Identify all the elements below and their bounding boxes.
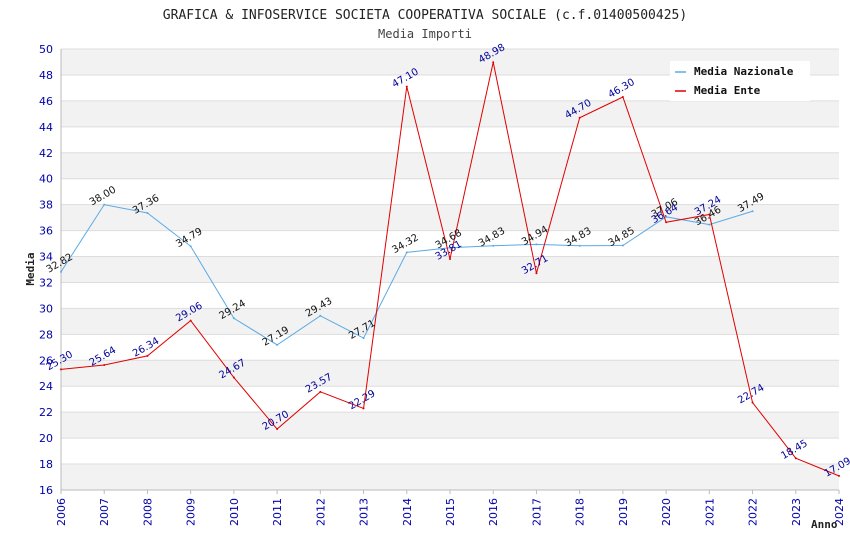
data-point	[492, 61, 495, 64]
legend: Media Nazionale Media Ente	[670, 61, 810, 101]
data-point	[405, 251, 408, 254]
y-axis-ticks: 16 18 20 22 24 26 28 30 32 34 36 38 40 42 44 46 48 50	[39, 43, 53, 497]
data-point	[535, 272, 538, 275]
grid-band	[61, 204, 839, 231]
x-tick-label: 2018	[574, 498, 587, 526]
x-tick-label: 2016	[487, 498, 500, 526]
data-point	[449, 246, 451, 249]
x-tick-label: 2019	[617, 498, 630, 526]
y-tick-label: 16	[39, 484, 53, 497]
x-tick-label: 2014	[401, 498, 414, 526]
y-tick-label: 40	[39, 173, 53, 186]
grid-band	[61, 256, 839, 283]
x-tick-label: 2012	[314, 498, 327, 526]
data-label: 22.29	[347, 388, 377, 412]
x-tick-label: 2011	[271, 498, 284, 526]
grid-bands	[61, 49, 839, 490]
legend-label-nazionale: Media Nazionale	[694, 65, 794, 78]
x-tick-label: 2009	[185, 498, 198, 526]
y-axis-label: Media	[24, 252, 37, 285]
series-lines	[60, 61, 840, 477]
data-point	[665, 221, 668, 224]
data-point	[60, 368, 62, 371]
x-tick-label: 2024	[833, 498, 846, 526]
data-point	[535, 243, 538, 246]
y-tick-label: 22	[39, 406, 53, 419]
data-point	[103, 203, 106, 206]
x-tick-label: 2006	[55, 498, 68, 526]
data-point	[103, 363, 106, 366]
data-point	[621, 95, 624, 98]
data-point	[449, 257, 451, 260]
x-tick-label: 2023	[790, 498, 803, 526]
data-point	[189, 319, 192, 322]
chart-subtitle: Media Importi	[378, 27, 472, 41]
y-tick-label: 24	[39, 380, 53, 393]
x-tick-label: 2021	[703, 498, 716, 526]
data-point	[578, 116, 581, 119]
x-tick-label: 2007	[98, 498, 111, 526]
x-tick-label: 2013	[358, 498, 371, 526]
data-point	[405, 85, 408, 88]
data-label: 34.32	[390, 232, 420, 256]
y-tick-label: 34	[39, 251, 53, 264]
x-axis-label: Anno	[811, 518, 838, 531]
x-tick-label: 2017	[530, 498, 543, 526]
data-point	[492, 244, 495, 247]
data-point	[838, 474, 840, 477]
data-point	[621, 244, 624, 247]
y-tick-label: 18	[39, 458, 53, 471]
grid-band	[61, 100, 839, 127]
legend-box	[670, 61, 810, 101]
y-tick-label: 28	[39, 328, 53, 341]
data-label: 18.45	[779, 438, 809, 462]
y-tick-label: 42	[39, 147, 53, 160]
y-tick-label: 44	[39, 121, 53, 134]
grid-band	[61, 152, 839, 179]
x-tick-label: 2010	[228, 498, 241, 526]
data-point	[319, 314, 322, 317]
legend-label-ente: Media Ente	[694, 84, 761, 97]
y-tick-label: 48	[39, 69, 53, 82]
grid-band	[61, 464, 839, 490]
y-tick-label: 30	[39, 302, 53, 315]
data-point	[751, 401, 754, 404]
y-tick-label: 50	[39, 43, 53, 56]
data-point	[189, 245, 192, 248]
x-axis-ticks: 2006 2007 2008 2009 2010 2011 2012 2013 2014 2015…	[55, 490, 846, 526]
grid-band	[61, 412, 839, 439]
data-point	[362, 407, 365, 410]
data-point	[362, 337, 365, 340]
y-tick-label: 38	[39, 199, 53, 212]
grid-band	[61, 360, 839, 387]
data-point	[232, 317, 235, 320]
data-point	[665, 215, 668, 218]
data-point	[60, 270, 62, 273]
y-tick-label: 36	[39, 225, 53, 238]
x-tick-label: 2008	[141, 498, 154, 526]
data-point	[578, 244, 581, 247]
gridlines	[61, 48, 839, 491]
data-point	[146, 211, 149, 214]
chart-title: GRAFICA & INFOSERVICE SOCIETA COOPERATIV…	[163, 8, 687, 23]
data-point	[276, 428, 279, 431]
y-tick-label: 32	[39, 276, 53, 289]
x-tick-label: 2015	[444, 498, 457, 526]
data-point	[232, 376, 235, 379]
x-tick-label: 2022	[747, 498, 760, 526]
data-point	[146, 354, 149, 357]
y-tick-label: 46	[39, 95, 53, 108]
data-point	[708, 213, 711, 216]
data-point	[276, 343, 279, 346]
data-point	[794, 457, 797, 460]
x-tick-label: 2020	[660, 498, 673, 526]
data-point	[708, 223, 711, 226]
data-point	[751, 210, 754, 213]
y-tick-label: 26	[39, 354, 53, 367]
y-tick-label: 20	[39, 432, 53, 445]
data-point	[319, 390, 322, 393]
